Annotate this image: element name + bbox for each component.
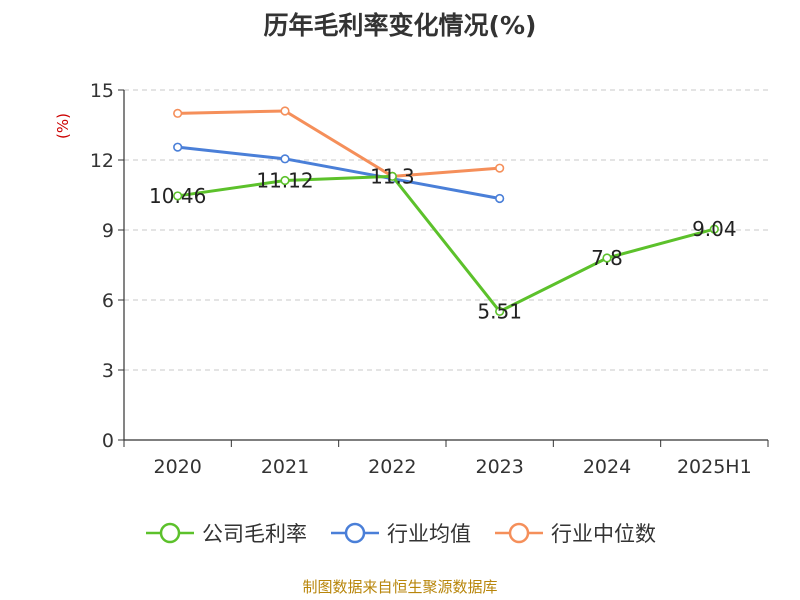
data-point <box>173 191 183 201</box>
y-tick-label: 15 <box>90 80 114 102</box>
y-axis-unit: (%) <box>54 113 72 139</box>
x-tick-label: 2023 <box>475 456 523 478</box>
legend-label: 公司毛利率 <box>202 522 307 546</box>
data-point <box>495 306 505 317</box>
data-label: 11.12 <box>256 169 313 193</box>
x-tick-label: 2024 <box>583 456 631 478</box>
y-tick-label: 9 <box>102 220 114 242</box>
legend-label: 行业中位数 <box>551 522 656 546</box>
data-label: 5.51 <box>477 299 522 323</box>
data-point <box>280 106 290 116</box>
line-chart: 0 3 6 9 12 15 (%) 2020 2021 2022 2023 2024 2025H1 10.… <box>54 80 769 478</box>
series-line-2 <box>176 109 502 178</box>
series-line-1 <box>176 145 502 200</box>
y-tick-label: 6 <box>102 290 114 312</box>
x-tick-label: 2022 <box>368 456 416 478</box>
series-line-0 <box>176 174 716 313</box>
data-point <box>173 108 183 118</box>
legend-marker-icon <box>331 522 379 544</box>
chart-title: 历年毛利率变化情况(%) <box>263 11 537 40</box>
legend-item[interactable]: 行业均值 <box>329 518 471 548</box>
y-tick-label: 12 <box>90 150 114 172</box>
legend-item[interactable]: 行业中位数 <box>493 518 656 548</box>
data-label: 7.8 <box>591 246 623 270</box>
data-point <box>495 163 505 173</box>
data-label: 9.04 <box>692 217 737 241</box>
legend-marker-icon <box>146 522 194 544</box>
data-label: 11.3 <box>370 164 415 188</box>
data-point <box>280 154 290 164</box>
data-source-note: 制图数据来自恒生聚源数据库 <box>302 578 498 596</box>
x-tick-label: 2025H1 <box>677 456 752 478</box>
data-point <box>709 224 719 234</box>
data-point <box>173 142 183 152</box>
y-tick-label: 0 <box>102 430 114 452</box>
legend-item[interactable]: 公司毛利率 <box>144 518 307 548</box>
data-point <box>495 193 505 204</box>
legend-marker-icon <box>495 522 543 544</box>
legend-label: 行业均值 <box>387 522 471 546</box>
y-tick-label: 3 <box>102 360 114 382</box>
data-point <box>280 175 290 186</box>
x-tick-label: 2020 <box>153 456 201 478</box>
data-point <box>387 171 397 181</box>
data-point <box>602 253 612 263</box>
x-tick-label: 2021 <box>261 456 309 478</box>
data-label: 10.46 <box>149 184 206 208</box>
chart-legend: 公司毛利率 行业均值 行业中位数 <box>0 518 800 548</box>
